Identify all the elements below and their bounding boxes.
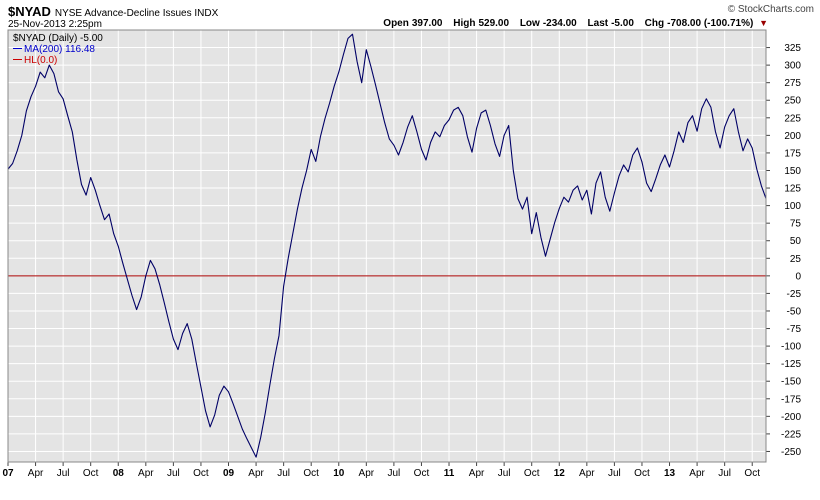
x-axis-label: Jul [387,468,400,479]
ma-line-swatch [13,48,22,49]
hl-line-swatch [13,59,22,60]
legend-series-label: $NYAD (Daily) -5.00 [13,33,103,44]
open-value: 397.00 [411,18,443,29]
x-axis-label: Oct [414,468,430,479]
chg-value: -708.00 (-100.71%) [667,18,754,29]
y-axis-label: -25 [787,289,802,300]
y-axis-label: 100 [784,201,801,212]
y-axis-label: -200 [781,412,801,423]
x-axis-label: Apr [28,468,44,479]
x-axis-label: Oct [83,468,99,479]
x-axis-label: Jul [277,468,290,479]
x-axis-label: Oct [193,468,209,479]
gridlines [7,30,770,466]
chart-header: $NYAD NYSE Advance-Decline Issues INDX [8,3,218,21]
y-axis-label: 75 [790,219,802,230]
timestamp: 25-Nov-2013 2:25pm [8,19,102,30]
x-axis-label: 13 [664,468,676,479]
copyright: © StockCharts.com [727,4,814,15]
y-axis-label: 175 [784,148,801,159]
chart-legend: $NYAD (Daily) -5.00 MA(200) 116.48 HL(0.… [13,33,103,66]
y-axis-label: -175 [781,394,801,405]
x-axis-label: Oct [524,468,540,479]
symbol: $NYAD [8,4,51,19]
y-axis-label: 200 [784,131,801,142]
plot-area [8,30,766,462]
nyad-series-line [7,33,767,458]
y-axis-label: 275 [784,78,801,89]
x-axis-label: Apr [248,468,264,479]
x-axis-label: Apr [138,468,154,479]
y-axis-label: -50 [787,306,802,317]
legend-hl: HL(0.0) [13,55,103,66]
x-axis-label: 11 [444,468,455,479]
x-axis-label: Apr [469,468,485,479]
x-axis-label: Apr [359,468,375,479]
legend-series: $NYAD (Daily) -5.00 [13,33,103,44]
legend-hl-label: HL(0.0) [24,55,58,66]
y-axis-label: -250 [781,447,801,458]
x-axis-label: 07 [2,468,14,479]
x-axis-label: Jul [57,468,70,479]
open-label: Open [383,18,409,29]
x-axis-label: Apr [579,468,595,479]
x-axis-label: Oct [744,468,760,479]
x-axis-label: Apr [689,468,705,479]
y-axis-label: 0 [795,271,801,282]
x-axis-label: Jul [498,468,511,479]
x-axis-label: Jul [718,468,731,479]
axis-labels: 3253002752502252001751501251007550250-25… [2,43,801,479]
low-label: Low [519,18,540,29]
last-label: Last [587,18,609,29]
x-axis-label: 09 [223,468,235,479]
y-axis-label: 150 [784,166,801,177]
y-axis-label: 325 [784,43,801,54]
x-axis-label: Jul [167,468,180,479]
y-axis-label: -150 [781,377,801,388]
y-axis-label: -75 [787,324,802,335]
chart-title: NYSE Advance-Decline Issues INDX [54,8,219,19]
y-axis-label: 125 [784,184,801,195]
x-axis-label: 08 [113,468,125,479]
y-axis-label: 250 [784,96,801,107]
legend-ma-label: MA(200) 116.48 [24,44,95,55]
x-axis-label: Oct [634,468,650,479]
y-axis-label: 300 [784,61,801,72]
low-value: -234.00 [542,18,577,29]
x-axis-label: Oct [303,468,319,479]
y-axis-label: 50 [790,236,802,247]
legend-ma: MA(200) 116.48 [13,44,103,55]
high-label: High [453,18,476,29]
x-axis-label: 10 [333,468,345,479]
y-axis-label: -225 [781,429,801,440]
chg-label: Chg [644,18,665,29]
y-axis-label: -125 [781,359,801,370]
plot-border [7,29,767,463]
x-axis-label: 12 [554,468,566,479]
y-axis-label: 25 [790,254,802,265]
y-axis-label: 225 [784,113,801,124]
y-axis-label: -100 [781,342,801,353]
last-value: -5.00 [611,18,634,29]
quote-row: Open 397.00 High 529.00 Low -234.00 Last -5.… [383,18,768,29]
x-axis-label: Jul [608,468,621,479]
down-arrow-icon: ▼ [759,18,768,28]
high-value: 529.00 [478,18,510,29]
